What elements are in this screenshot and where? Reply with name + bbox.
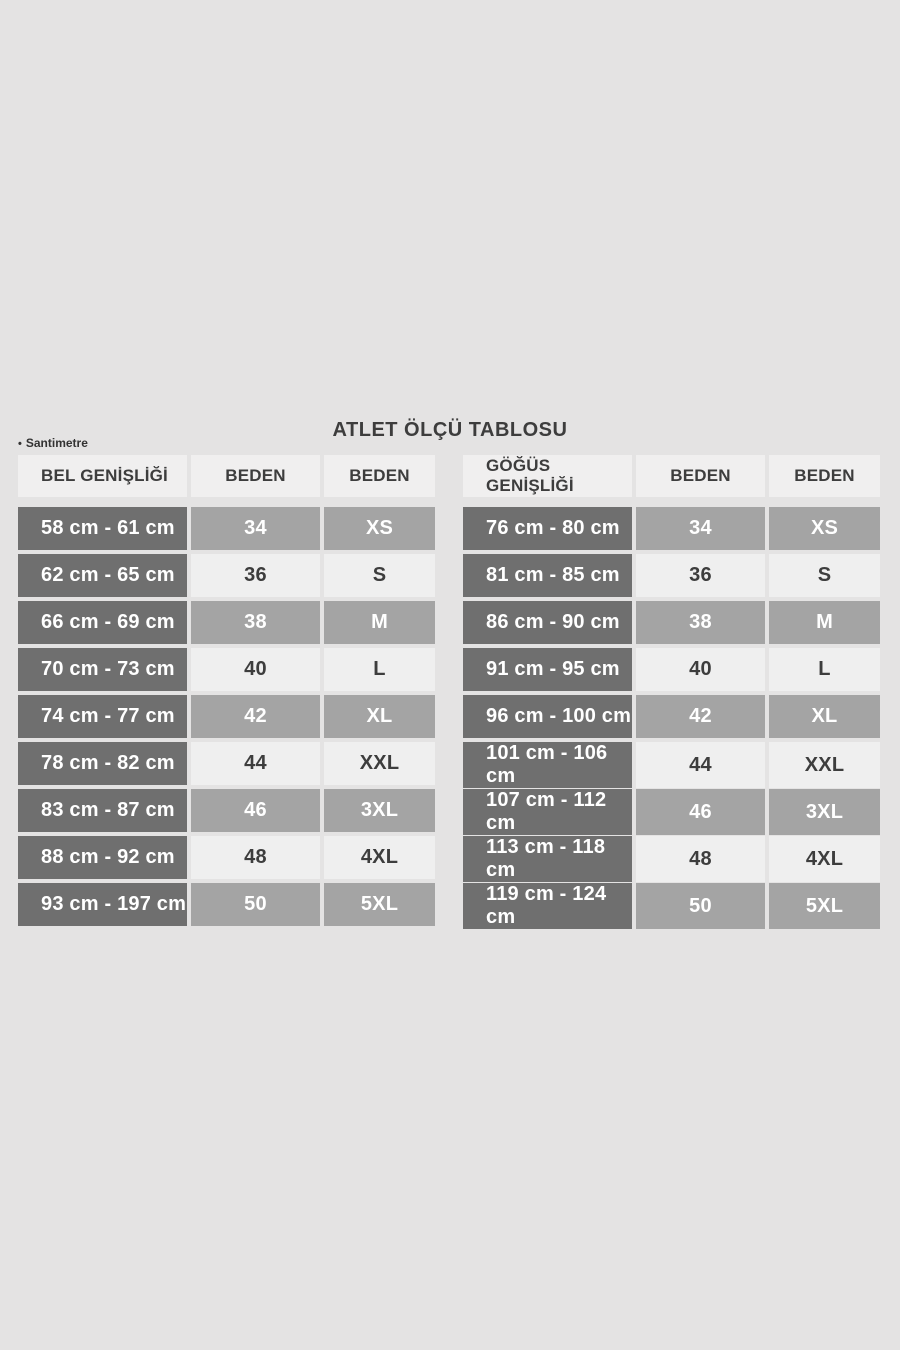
table-row: 101 cm - 106 cm 44 XXL — [463, 742, 880, 788]
size-number-cell: 42 — [636, 695, 765, 738]
table-row: 74 cm - 77 cm 42 XL — [18, 695, 435, 738]
unit-note-label: Santimetre — [25, 436, 88, 450]
size-label-cell: 4XL — [324, 836, 435, 879]
size-number-cell: 36 — [191, 554, 320, 597]
table-row: 76 cm - 80 cm 34 XS — [463, 507, 880, 550]
chest-size-table: GÖĞÜS GENİŞLİĞİ BEDEN BEDEN 76 cm - 80 cm 34… — [463, 455, 880, 930]
size-label-cell: XL — [324, 695, 435, 738]
measurement-range-cell: 113 cm - 118 cm — [463, 836, 632, 882]
size-number-cell: 34 — [191, 507, 320, 550]
measurement-range-cell: 81 cm - 85 cm — [463, 554, 632, 597]
size-tables-container: BEL GENİŞLİĞİ BEDEN BEDEN 58 cm - 61 cm 34 XS… — [18, 455, 880, 930]
column-header: BEL GENİŞLİĞİ — [18, 455, 187, 497]
table-row: 96 cm - 100 cm 42 XL — [463, 695, 880, 738]
measurement-range-cell: 96 cm - 100 cm — [463, 695, 632, 738]
table-row: 66 cm - 69 cm 38 M — [18, 601, 435, 644]
measurement-range-cell: 91 cm - 95 cm — [463, 648, 632, 691]
table-row: 86 cm - 90 cm 38 M — [463, 601, 880, 644]
table-row: 91 cm - 95 cm 40 L — [463, 648, 880, 691]
column-header: BEDEN — [324, 455, 435, 497]
size-number-cell: 50 — [191, 883, 320, 926]
measurement-range-cell: 119 cm - 124 cm — [463, 883, 632, 929]
table-row: 119 cm - 124 cm 50 5XL — [463, 883, 880, 929]
size-label-cell: M — [769, 601, 880, 644]
measurement-range-cell: 101 cm - 106 cm — [463, 742, 632, 788]
size-label-cell: M — [324, 601, 435, 644]
measurement-range-cell: 66 cm - 69 cm — [18, 601, 187, 644]
size-number-cell: 48 — [636, 836, 765, 882]
measurement-range-cell: 62 cm - 65 cm — [18, 554, 187, 597]
column-header: BEDEN — [769, 455, 880, 497]
size-number-cell: 38 — [636, 601, 765, 644]
size-label-cell: XL — [769, 695, 880, 738]
table-row: 81 cm - 85 cm 36 S — [463, 554, 880, 597]
column-header: BEDEN — [191, 455, 320, 497]
size-label-cell: S — [324, 554, 435, 597]
size-number-cell: 42 — [191, 695, 320, 738]
measurement-range-cell: 107 cm - 112 cm — [463, 789, 632, 835]
table-row: 107 cm - 112 cm 46 3XL — [463, 789, 880, 835]
size-label-cell: L — [324, 648, 435, 691]
size-number-cell: 36 — [636, 554, 765, 597]
size-number-cell: 44 — [636, 742, 765, 788]
table-row: 58 cm - 61 cm 34 XS — [18, 507, 435, 550]
measurement-range-cell: 93 cm - 197 cm — [18, 883, 187, 926]
size-label-cell: 4XL — [769, 836, 880, 882]
table-row: 93 cm - 197 cm 50 5XL — [18, 883, 435, 926]
page-title: ATLET ÖLÇÜ TABLOSU — [332, 419, 568, 441]
size-label-cell: L — [769, 648, 880, 691]
size-label-cell: 3XL — [769, 789, 880, 835]
measurement-range-cell: 76 cm - 80 cm — [463, 507, 632, 550]
table-header-row: GÖĞÜS GENİŞLİĞİ BEDEN BEDEN — [463, 455, 880, 497]
size-number-cell: 50 — [636, 883, 765, 929]
size-label-cell: XXL — [324, 742, 435, 785]
size-label-cell: XS — [324, 507, 435, 550]
size-label-cell: XS — [769, 507, 880, 550]
unit-note: • Santimetre — [18, 436, 88, 450]
size-label-cell: 3XL — [324, 789, 435, 832]
size-label-cell: 5XL — [769, 883, 880, 929]
measurement-range-cell: 83 cm - 87 cm — [18, 789, 187, 832]
measurement-range-cell: 58 cm - 61 cm — [18, 507, 187, 550]
waist-size-table: BEL GENİŞLİĞİ BEDEN BEDEN 58 cm - 61 cm 34 XS… — [18, 455, 435, 930]
size-number-cell: 40 — [191, 648, 320, 691]
size-number-cell: 48 — [191, 836, 320, 879]
measurement-range-cell: 86 cm - 90 cm — [463, 601, 632, 644]
measurement-range-cell: 88 cm - 92 cm — [18, 836, 187, 879]
size-number-cell: 38 — [191, 601, 320, 644]
table-row: 78 cm - 82 cm 44 XXL — [18, 742, 435, 785]
table-row: 83 cm - 87 cm 46 3XL — [18, 789, 435, 832]
table-row: 113 cm - 118 cm 48 4XL — [463, 836, 880, 882]
measurement-range-cell: 78 cm - 82 cm — [18, 742, 187, 785]
size-label-cell: 5XL — [324, 883, 435, 926]
column-header: BEDEN — [636, 455, 765, 497]
size-label-cell: XXL — [769, 742, 880, 788]
measurement-range-cell: 74 cm - 77 cm — [18, 695, 187, 738]
size-number-cell: 34 — [636, 507, 765, 550]
size-number-cell: 44 — [191, 742, 320, 785]
size-number-cell: 46 — [191, 789, 320, 832]
size-number-cell: 40 — [636, 648, 765, 691]
table-row: 70 cm - 73 cm 40 L — [18, 648, 435, 691]
column-header: GÖĞÜS GENİŞLİĞİ — [463, 455, 632, 497]
table-row: 62 cm - 65 cm 36 S — [18, 554, 435, 597]
size-label-cell: S — [769, 554, 880, 597]
bullet-icon: • — [18, 438, 22, 450]
table-row: 88 cm - 92 cm 48 4XL — [18, 836, 435, 879]
table-header-row: BEL GENİŞLİĞİ BEDEN BEDEN — [18, 455, 435, 497]
measurement-range-cell: 70 cm - 73 cm — [18, 648, 187, 691]
size-number-cell: 46 — [636, 789, 765, 835]
